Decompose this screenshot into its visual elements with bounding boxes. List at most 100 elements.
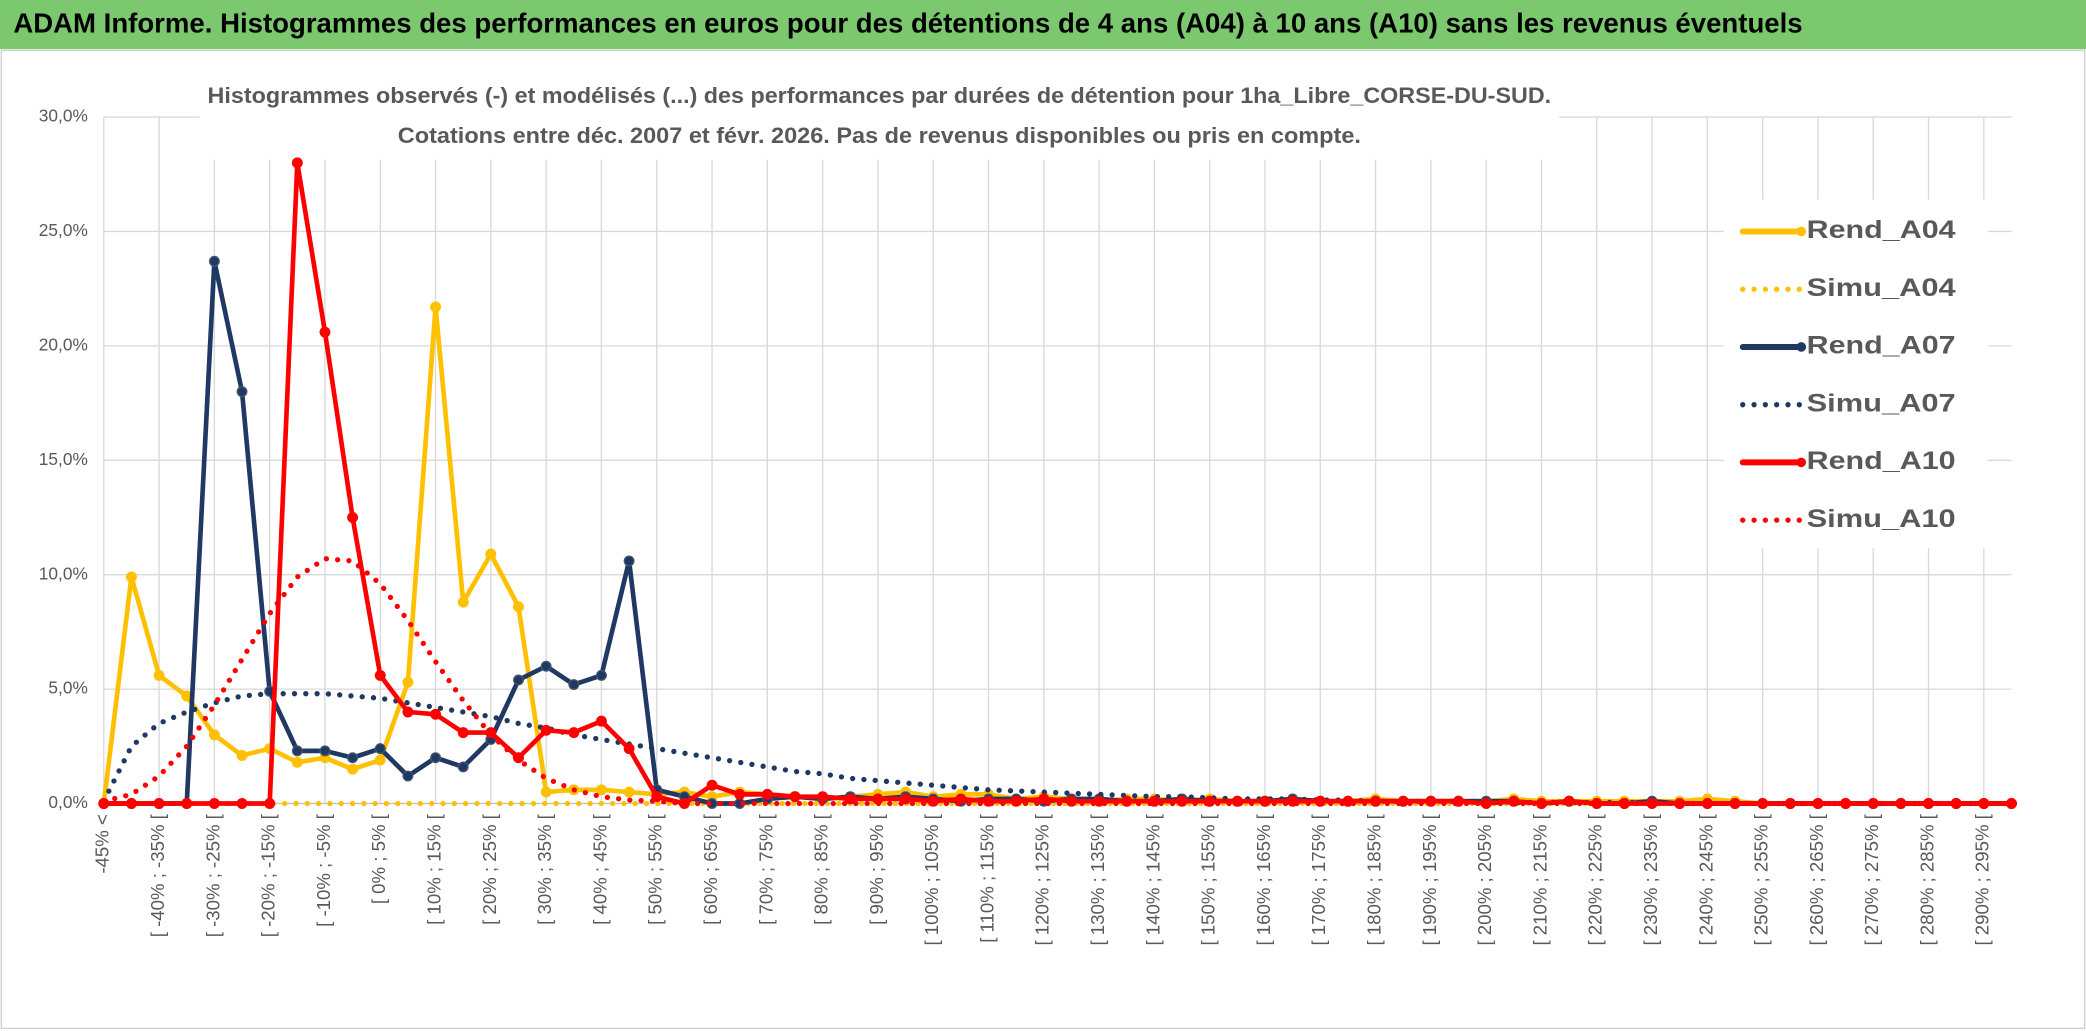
point (291, 157, 303, 169)
legend-label: Simu_A04 (1807, 274, 1956, 302)
point (568, 679, 580, 690)
point (402, 706, 414, 718)
x-tick-label: [ -30% ; -25% [ (202, 813, 223, 937)
y-tick-label: 5,0% (48, 678, 87, 698)
point (595, 715, 607, 727)
x-tick-label: [ 60% ; 65% [ (700, 813, 721, 925)
point (900, 793, 912, 805)
point (153, 669, 165, 681)
point (208, 255, 220, 267)
legend-label: Simu_A10 (1807, 505, 1956, 533)
point (761, 788, 773, 800)
point (374, 754, 386, 766)
point (264, 798, 276, 809)
point (485, 548, 497, 560)
point (623, 743, 635, 755)
x-tick-label: [ 280% ; 285% [ (1916, 813, 1937, 945)
x-tick-label: [ 190% ; 195% [ (1419, 813, 1440, 945)
x-tick-label: [ 180% ; 185% [ (1364, 813, 1385, 945)
point (595, 784, 607, 796)
point (540, 724, 552, 736)
point (513, 674, 524, 686)
point (236, 386, 248, 398)
point (374, 669, 386, 681)
model-line (101, 691, 2015, 807)
point (457, 727, 469, 739)
point (789, 791, 801, 803)
point (430, 752, 442, 764)
x-tick-label: [ 50% ; 55% [ (645, 813, 666, 925)
legend-label: Rend_A10 (1807, 447, 1956, 475)
x-tick-label: [ -20% ; -15% [ (258, 813, 279, 937)
point (430, 708, 442, 720)
chart-title: ADAM Informe. Histogrammes des performan… (13, 8, 1802, 39)
y-tick-label: 25,0% (39, 220, 88, 240)
point (402, 770, 414, 782)
x-tick-label: [ 100% ; 105% [ (921, 813, 942, 945)
x-tick-label: [ 160% ; 165% [ (1253, 813, 1274, 945)
y-tick-label: 20,0% (39, 334, 88, 354)
x-tick-label: [ 210% ; 215% [ (1529, 813, 1550, 945)
x-tick-label: [ 150% ; 155% [ (1198, 813, 1219, 945)
x-tick-label: [ 200% ; 205% [ (1474, 813, 1495, 945)
x-tick-label: [ 250% ; 255% [ (1751, 813, 1772, 945)
legend-label: Simu_A07 (1807, 389, 1956, 417)
legend: Rend_A04 Simu_A04 Rend_A07 Simu_A07 Rend_A10… (1724, 199, 1988, 549)
point (347, 512, 359, 523)
point (734, 788, 746, 800)
point (430, 301, 442, 313)
point (125, 798, 137, 809)
x-tick-label: [ -40% ; -35% [ (147, 813, 168, 937)
point (817, 791, 829, 803)
point (153, 798, 165, 809)
point (236, 750, 248, 761)
legend-marker (1796, 342, 1807, 352)
title-bar (0, 0, 2086, 50)
x-tick-label: [ 70% ; 75% [ (755, 813, 776, 925)
x-tick-label: [ 90% ; 95% [ (866, 813, 887, 925)
x-tick-label: [ 290% ; 295% [ (1972, 813, 1993, 945)
point (181, 798, 193, 809)
point (568, 727, 580, 739)
x-tick-label: [ 220% ; 225% [ (1585, 813, 1606, 945)
point (623, 786, 635, 798)
point (291, 756, 303, 768)
legend-label: Rend_A07 (1807, 332, 1956, 360)
legend-marker (1796, 226, 1807, 237)
x-tick-label: [ 110% ; 115% [ (976, 813, 997, 942)
point (651, 791, 663, 803)
point (125, 571, 137, 583)
point (595, 669, 607, 681)
x-tick-label: [ 40% ; 45% [ (589, 813, 610, 925)
x-tick-label: [ 240% ; 245% [ (1695, 813, 1716, 945)
point (457, 761, 469, 773)
x-tick-label: [ 230% ; 235% [ (1640, 813, 1661, 945)
point (347, 763, 359, 775)
point (374, 743, 386, 755)
point (319, 745, 331, 757)
point (1038, 793, 1050, 805)
point (319, 326, 331, 338)
x-tick-label: [ 80% ; 85% [ (811, 813, 832, 925)
x-tick-label: [ 260% ; 265% [ (1806, 813, 1827, 945)
x-tick-label: [ 140% ; 145% [ (1142, 813, 1163, 945)
x-tick-label: [ 120% ; 125% [ (1032, 813, 1053, 945)
legend-marker (1796, 457, 1807, 468)
point (623, 555, 635, 567)
x-tick-label: [ 20% ; 25% [ (479, 813, 500, 925)
x-tick-label: [ 130% ; 135% [ (1087, 813, 1108, 945)
point (208, 798, 220, 809)
point (844, 793, 856, 805)
legend-box (1724, 199, 1988, 549)
point (540, 786, 552, 798)
chart-subtitle: Histogrammes observés (-) et modélisés (… (208, 83, 1552, 108)
x-tick-label: [ 0% ; 5% [ (368, 813, 389, 904)
point (513, 601, 524, 613)
x-tick-label: [ 270% ; 275% [ (1861, 813, 1882, 945)
plot-area (98, 157, 2017, 809)
model-line (101, 556, 2015, 807)
point (457, 596, 469, 608)
point (291, 745, 303, 757)
x-tick-label: [ -10% ; -5% [ (313, 813, 334, 927)
